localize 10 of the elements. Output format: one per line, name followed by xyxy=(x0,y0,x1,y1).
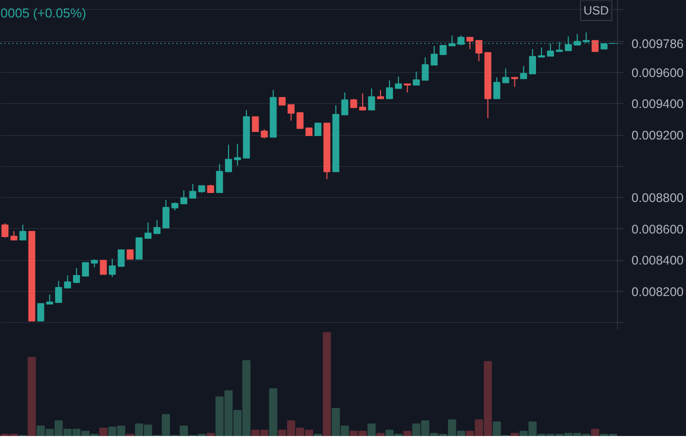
y-tick-label: 0.008200 xyxy=(632,284,684,299)
annotation: 0005 (+0.05%) xyxy=(0,6,86,20)
ref-line-label: 0.009786 xyxy=(632,36,684,51)
y-tick-label: 0.008800 xyxy=(632,191,684,206)
annotation: USD xyxy=(584,4,610,18)
y-tick-label: 0.008400 xyxy=(632,254,684,268)
y-tick-label: 0.008600 xyxy=(632,222,684,236)
y-tick-label: 0.009600 xyxy=(632,66,684,80)
y-tick-label: 0.009200 xyxy=(632,128,684,142)
y-tick-label: 0.009400 xyxy=(632,97,684,112)
